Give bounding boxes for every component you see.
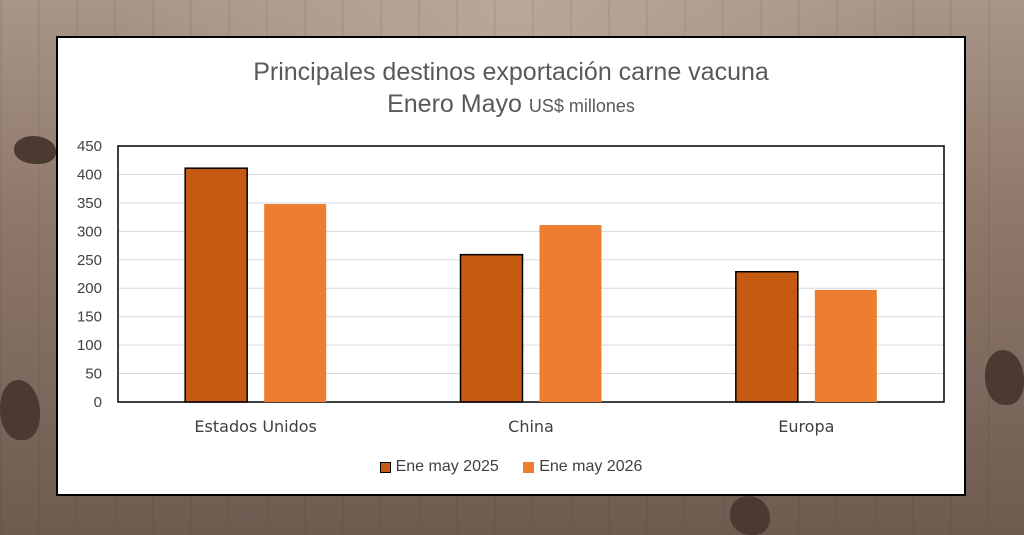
y-tick-label: 400 [77,166,102,183]
y-tick-label: 300 [77,223,102,240]
chart-unit: US$ millones [528,96,635,116]
x-tick-label: Europa [778,417,834,436]
chart-subtitle-line: Enero Mayo US$ millones [58,88,964,122]
chart-title: Principales destinos exportación carne v… [253,58,769,86]
plot-frame [117,145,945,403]
y-tick-label: 50 [85,366,102,383]
legend-label-series-1: Ene may 2025 [395,458,499,475]
legend-swatch-series-1 [379,461,391,473]
background-cow [14,136,56,164]
background-cow [985,350,1024,405]
x-tick-label: Estados Unidos [194,417,316,436]
bar-europa-series-2 [814,289,877,402]
legend-swatch-series-2 [523,461,535,473]
bar-europa-series-1 [735,270,799,403]
y-tick-label: 100 [77,337,102,354]
bar-china-series-2 [539,225,602,402]
bar-china-series-1 [459,253,524,403]
y-tick-label: 450 [77,138,102,155]
background-cow [0,380,40,440]
y-tick-label: 350 [77,195,102,212]
y-tick-label: 250 [77,252,102,269]
chart-subtitle: Enero Mayo [387,90,522,118]
bar-estados-unidos-series-1 [184,167,248,403]
y-tick-label: 150 [77,309,102,326]
background-cow [730,496,770,535]
y-tick-label: 0 [94,394,102,411]
legend-item-series-1: Ene may 2025 [379,458,499,476]
y-tick-label: 200 [77,280,102,297]
bar-estados-unidos-series-2 [264,204,327,402]
legend-label-series-2: Ene may 2026 [539,458,643,475]
x-tick-label: China [508,417,554,436]
legend-item-series-2: Ene may 2026 [523,458,642,476]
chart-title-block: Principales destinos exportación carne v… [58,56,964,122]
bar-chart: 0 50 100 150 200 250 300 350 400 450 Estados Unido… [77,138,945,436]
chart-panel: Principales destinos exportación carne v… [56,36,966,496]
chart-legend: Ene may 2025 Ene may 2026 [58,458,964,478]
